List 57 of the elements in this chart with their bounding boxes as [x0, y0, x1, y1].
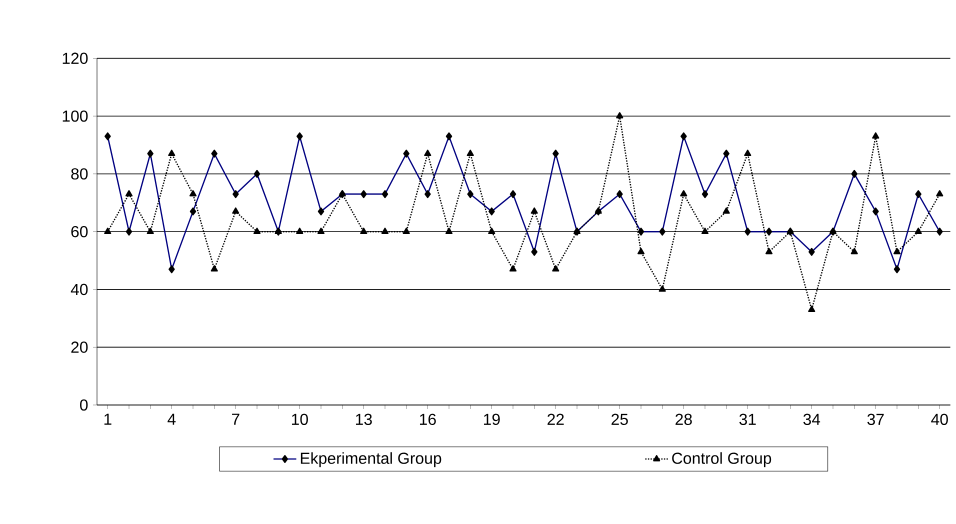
point [146, 228, 154, 234]
point [509, 265, 517, 272]
point [381, 228, 389, 234]
point [317, 228, 325, 234]
x-tick-label: 34 [803, 414, 820, 426]
x-tick-label: 40 [931, 414, 948, 426]
point [424, 150, 432, 156]
point [210, 265, 218, 272]
point [658, 285, 666, 292]
legend-label: Control Group [672, 452, 772, 468]
y-tick-label: 20 [71, 342, 88, 353]
x-tick-label: 4 [168, 414, 176, 425]
point [488, 228, 496, 234]
point [722, 207, 730, 214]
x-tick-label: 1 [104, 414, 112, 425]
point [850, 248, 858, 254]
y-tick-label: 100 [62, 110, 88, 122]
point [104, 228, 112, 234]
x-tick-label: 25 [612, 414, 628, 426]
x-tick-label: 10 [292, 414, 308, 426]
point [914, 228, 922, 234]
legend-label: Ekperimental Group [300, 452, 442, 468]
y-tick-label: 40 [70, 284, 88, 296]
point [402, 228, 410, 234]
y-tick-label: 80 [71, 168, 88, 180]
point [466, 150, 474, 156]
point [530, 207, 538, 214]
point [296, 228, 304, 234]
x-tick-label: 7 [232, 414, 240, 425]
point [936, 190, 944, 196]
x-tick-label: 31 [739, 414, 756, 426]
x-tick-label: 28 [676, 414, 692, 426]
point [189, 190, 197, 196]
point [744, 150, 752, 156]
x-tick-label: 13 [356, 414, 372, 426]
x-tick-label: 22 [548, 414, 564, 425]
point [232, 207, 240, 214]
point [552, 265, 560, 272]
point [637, 248, 645, 254]
point [445, 228, 453, 234]
point [765, 248, 773, 254]
point [893, 248, 901, 254]
y-tick-label: 120 [62, 52, 88, 64]
point [872, 132, 880, 139]
x-tick-label: 19 [484, 414, 500, 426]
point [701, 228, 709, 234]
y-tick-label: 60 [71, 226, 88, 238]
point [253, 228, 261, 234]
point [616, 112, 624, 118]
x-tick-label: 37 [867, 414, 884, 426]
point [680, 190, 688, 196]
point [168, 150, 176, 156]
point [808, 306, 816, 312]
point [360, 228, 368, 234]
y-tick-label: 0 [80, 399, 88, 411]
point [125, 190, 133, 196]
x-tick-label: 16 [420, 414, 436, 426]
